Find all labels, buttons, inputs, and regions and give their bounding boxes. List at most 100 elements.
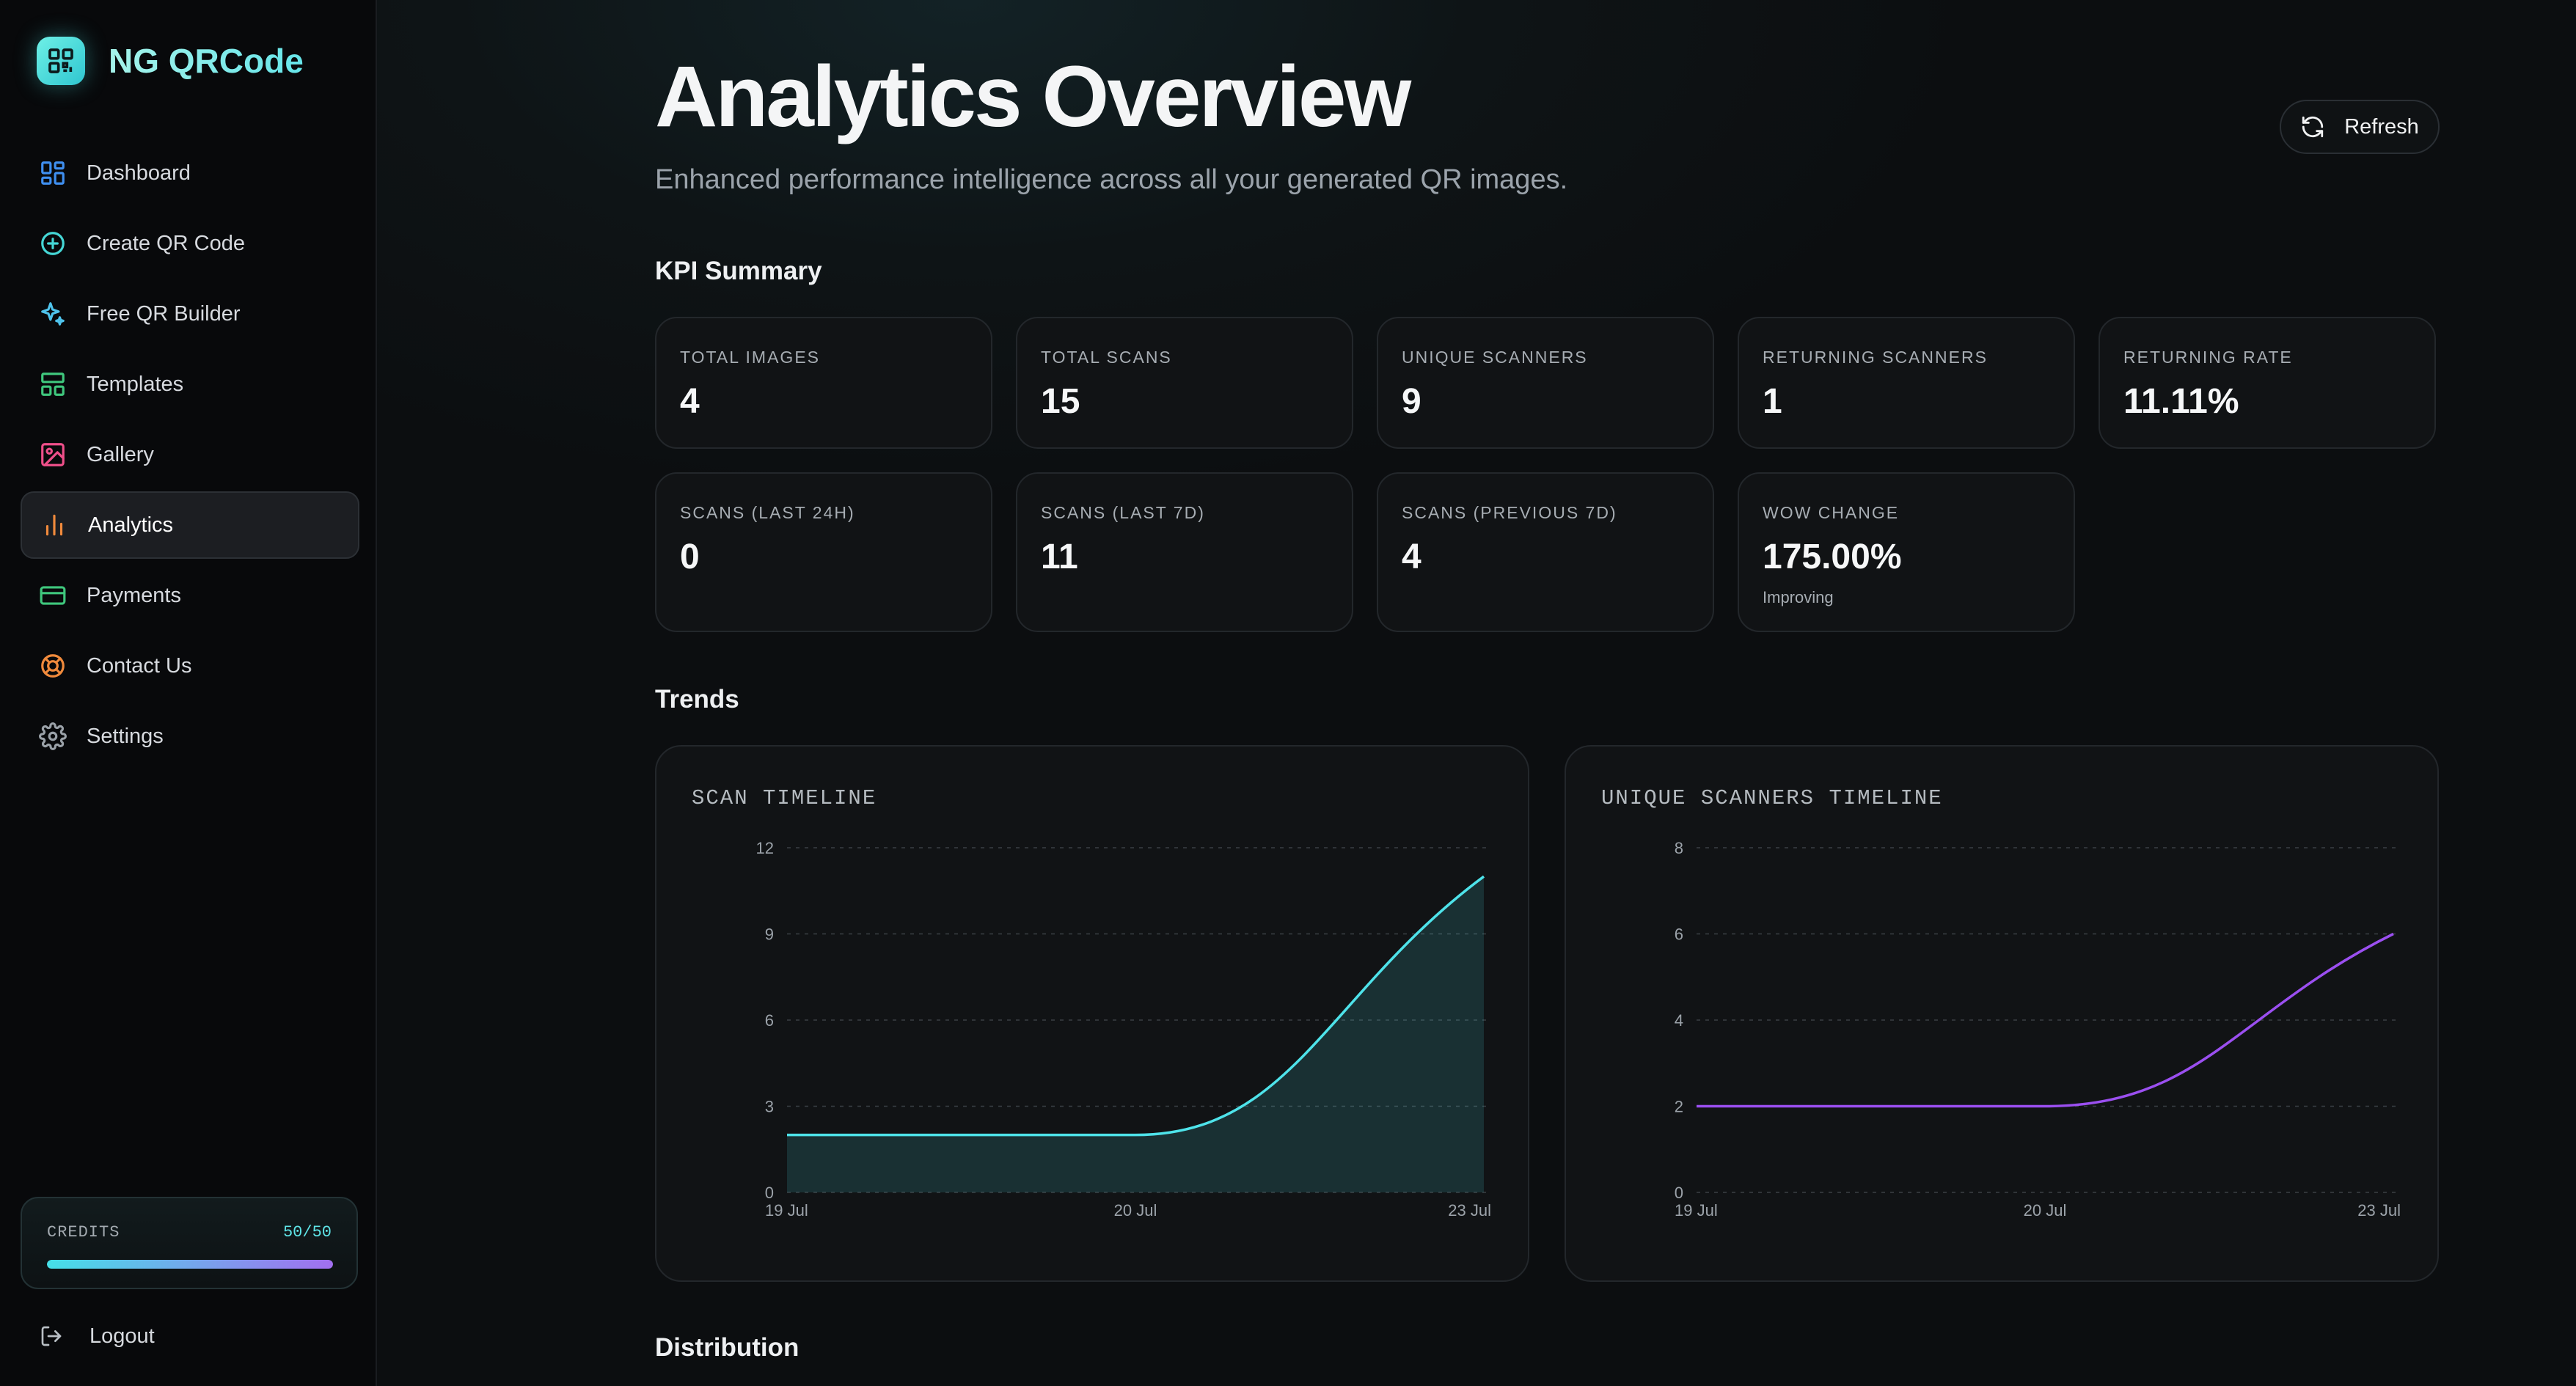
kpi-card-scans-previous-7d: SCANS (PREVIOUS 7D) 4 bbox=[1377, 472, 1714, 632]
sidebar-item-payments[interactable]: Payments bbox=[21, 562, 359, 629]
x-tick-label: 20 Jul bbox=[2024, 1201, 2067, 1220]
credits-progress-bar bbox=[47, 1260, 333, 1269]
sidebar-item-create-qr-code[interactable]: Create QR Code bbox=[21, 210, 359, 277]
sidebar-item-label: Free QR Builder bbox=[87, 301, 241, 326]
sidebar-item-label: Settings bbox=[87, 724, 164, 748]
sidebar-item-label: Dashboard bbox=[87, 161, 191, 185]
distribution-section-title: Distribution bbox=[655, 1333, 799, 1362]
x-tick-label: 19 Jul bbox=[765, 1201, 808, 1220]
sidebar-item-settings[interactable]: Settings bbox=[21, 703, 359, 770]
kpi-value: 4 bbox=[1402, 538, 1421, 576]
qr-logo-icon bbox=[37, 37, 85, 85]
brand[interactable]: NG QRCode bbox=[37, 37, 304, 85]
page-title: Analytics Overview bbox=[655, 48, 1411, 145]
kpi-value: 0 bbox=[680, 538, 700, 576]
sidebar-item-contact-us[interactable]: Contact Us bbox=[21, 632, 359, 700]
templates-icon bbox=[38, 370, 67, 399]
series-line bbox=[787, 875, 1485, 1137]
kpi-value: 11.11% bbox=[2123, 382, 2239, 421]
main-content: Analytics Overview Enhanced performance … bbox=[377, 0, 2576, 1386]
credits-panel: CREDITS 50/50 bbox=[21, 1197, 358, 1289]
gear-icon bbox=[38, 722, 67, 751]
y-tick-label: 2 bbox=[1675, 1098, 1683, 1116]
kpi-value: 4 bbox=[680, 382, 700, 421]
kpi-value: 9 bbox=[1402, 382, 1421, 421]
kpi-trend-note: Improving bbox=[1763, 588, 1834, 606]
kpi-value: 15 bbox=[1041, 382, 1080, 421]
refresh-icon bbox=[2300, 114, 2325, 139]
credits-value: 50/50 bbox=[282, 1223, 332, 1242]
sidebar-item-label: Analytics bbox=[88, 513, 174, 537]
lifebuoy-icon bbox=[38, 651, 67, 681]
sidebar-item-templates[interactable]: Templates bbox=[21, 351, 359, 418]
refresh-button[interactable]: Refresh bbox=[2280, 100, 2440, 154]
kpi-value: 11 bbox=[1041, 538, 1078, 576]
kpi-card-total-scans: TOTAL SCANS 15 bbox=[1016, 317, 1353, 449]
kpi-label: RETURNING RATE bbox=[2123, 348, 2293, 367]
y-tick-label: 12 bbox=[756, 839, 774, 857]
kpi-label: RETURNING SCANNERS bbox=[1763, 348, 1988, 367]
y-tick-label: 3 bbox=[765, 1098, 774, 1116]
x-tick-label: 23 Jul bbox=[2357, 1201, 2401, 1220]
credit-card-icon bbox=[38, 581, 67, 610]
series-area bbox=[787, 876, 1484, 1192]
page-subtitle: Enhanced performance intelligence across… bbox=[655, 164, 1568, 195]
sidebar-nav: Dashboard Create QR Code Free QR Builder Te… bbox=[21, 139, 359, 773]
logout-icon bbox=[37, 1321, 66, 1351]
kpi-card-scans-last-7d: SCANS (LAST 7D) 11 bbox=[1016, 472, 1353, 632]
kpi-label: WOW CHANGE bbox=[1763, 503, 1900, 522]
y-tick-label: 9 bbox=[765, 925, 774, 944]
kpi-value: 175.00% bbox=[1763, 538, 1902, 576]
x-tick-label: 20 Jul bbox=[1114, 1201, 1157, 1220]
dashboard-icon bbox=[38, 158, 67, 188]
scan-timeline-chart: 0 3 6 9 12 19 Jul 20 Jul 23 Jul bbox=[756, 839, 1491, 1220]
y-tick-label: 6 bbox=[1675, 925, 1683, 944]
y-tick-label: 4 bbox=[1675, 1011, 1683, 1030]
kpi-card-unique-scanners: UNIQUE SCANNERS 9 bbox=[1377, 317, 1714, 449]
kpi-card-scans-last-24h: SCANS (LAST 24H) 0 bbox=[655, 472, 992, 632]
sidebar-item-label: Contact Us bbox=[87, 653, 192, 678]
bar-chart-icon bbox=[40, 510, 69, 540]
kpi-card-wow-change: WOW CHANGE 175.00% Improving bbox=[1738, 472, 2075, 632]
kpi-card-returning-scanners: RETURNING SCANNERS 1 bbox=[1738, 317, 2075, 449]
series-line bbox=[1697, 932, 2394, 1108]
sidebar-item-label: Payments bbox=[87, 583, 181, 607]
kpi-label: SCANS (LAST 24H) bbox=[680, 503, 855, 522]
kpi-label: SCANS (LAST 7D) bbox=[1041, 503, 1205, 522]
kpi-label: TOTAL IMAGES bbox=[680, 348, 820, 367]
x-tick-label: 23 Jul bbox=[1448, 1201, 1491, 1220]
credits-progress-fill bbox=[47, 1260, 333, 1269]
scan-timeline-card: SCAN TIMELINE 0 3 6 9 12 19 Jul 20 Jul 23 Jul bbox=[655, 745, 1529, 1282]
y-tick-label: 6 bbox=[765, 1011, 774, 1030]
chart-title: UNIQUE SCANNERS TIMELINE bbox=[1601, 786, 1943, 810]
kpi-card-returning-rate: RETURNING RATE 11.11% bbox=[2099, 317, 2436, 449]
image-icon bbox=[38, 440, 67, 469]
sidebar-item-analytics[interactable]: Analytics bbox=[21, 491, 359, 559]
sidebar-item-label: Create QR Code bbox=[87, 231, 245, 255]
kpi-label: TOTAL SCANS bbox=[1041, 348, 1172, 367]
sidebar-item-gallery[interactable]: Gallery bbox=[21, 421, 359, 488]
sidebar-item-dashboard[interactable]: Dashboard bbox=[21, 139, 359, 207]
unique-scanners-timeline-chart: 0 2 4 6 8 19 Jul 20 Jul 23 Jul bbox=[1675, 839, 2401, 1220]
trends-section-title: Trends bbox=[655, 685, 739, 714]
credits-label: CREDITS bbox=[47, 1223, 120, 1242]
kpi-label: SCANS (PREVIOUS 7D) bbox=[1402, 503, 1617, 522]
sidebar: NG QRCode Dashboard Create QR Code Free QR… bbox=[0, 0, 377, 1386]
y-tick-label: 0 bbox=[1675, 1184, 1683, 1202]
kpi-label: UNIQUE SCANNERS bbox=[1402, 348, 1588, 367]
sidebar-item-free-qr-builder[interactable]: Free QR Builder bbox=[21, 280, 359, 348]
sparkles-icon bbox=[38, 299, 67, 329]
kpi-value: 1 bbox=[1763, 382, 1782, 421]
logout-button[interactable]: Logout bbox=[37, 1321, 155, 1351]
plus-circle-icon bbox=[38, 229, 67, 258]
unique-scanners-timeline-card: UNIQUE SCANNERS TIMELINE 0 2 4 6 8 19 Jul 20 J… bbox=[1565, 745, 2439, 1282]
logout-label: Logout bbox=[89, 1324, 155, 1348]
kpi-card-total-images: TOTAL IMAGES 4 bbox=[655, 317, 992, 449]
x-tick-label: 19 Jul bbox=[1675, 1201, 1718, 1220]
y-tick-label: 8 bbox=[1675, 839, 1683, 857]
brand-name: NG QRCode bbox=[109, 42, 304, 80]
y-tick-label: 0 bbox=[765, 1184, 774, 1202]
sidebar-item-label: Templates bbox=[87, 372, 184, 396]
refresh-label: Refresh bbox=[2344, 114, 2419, 139]
sidebar-item-label: Gallery bbox=[87, 442, 154, 466]
